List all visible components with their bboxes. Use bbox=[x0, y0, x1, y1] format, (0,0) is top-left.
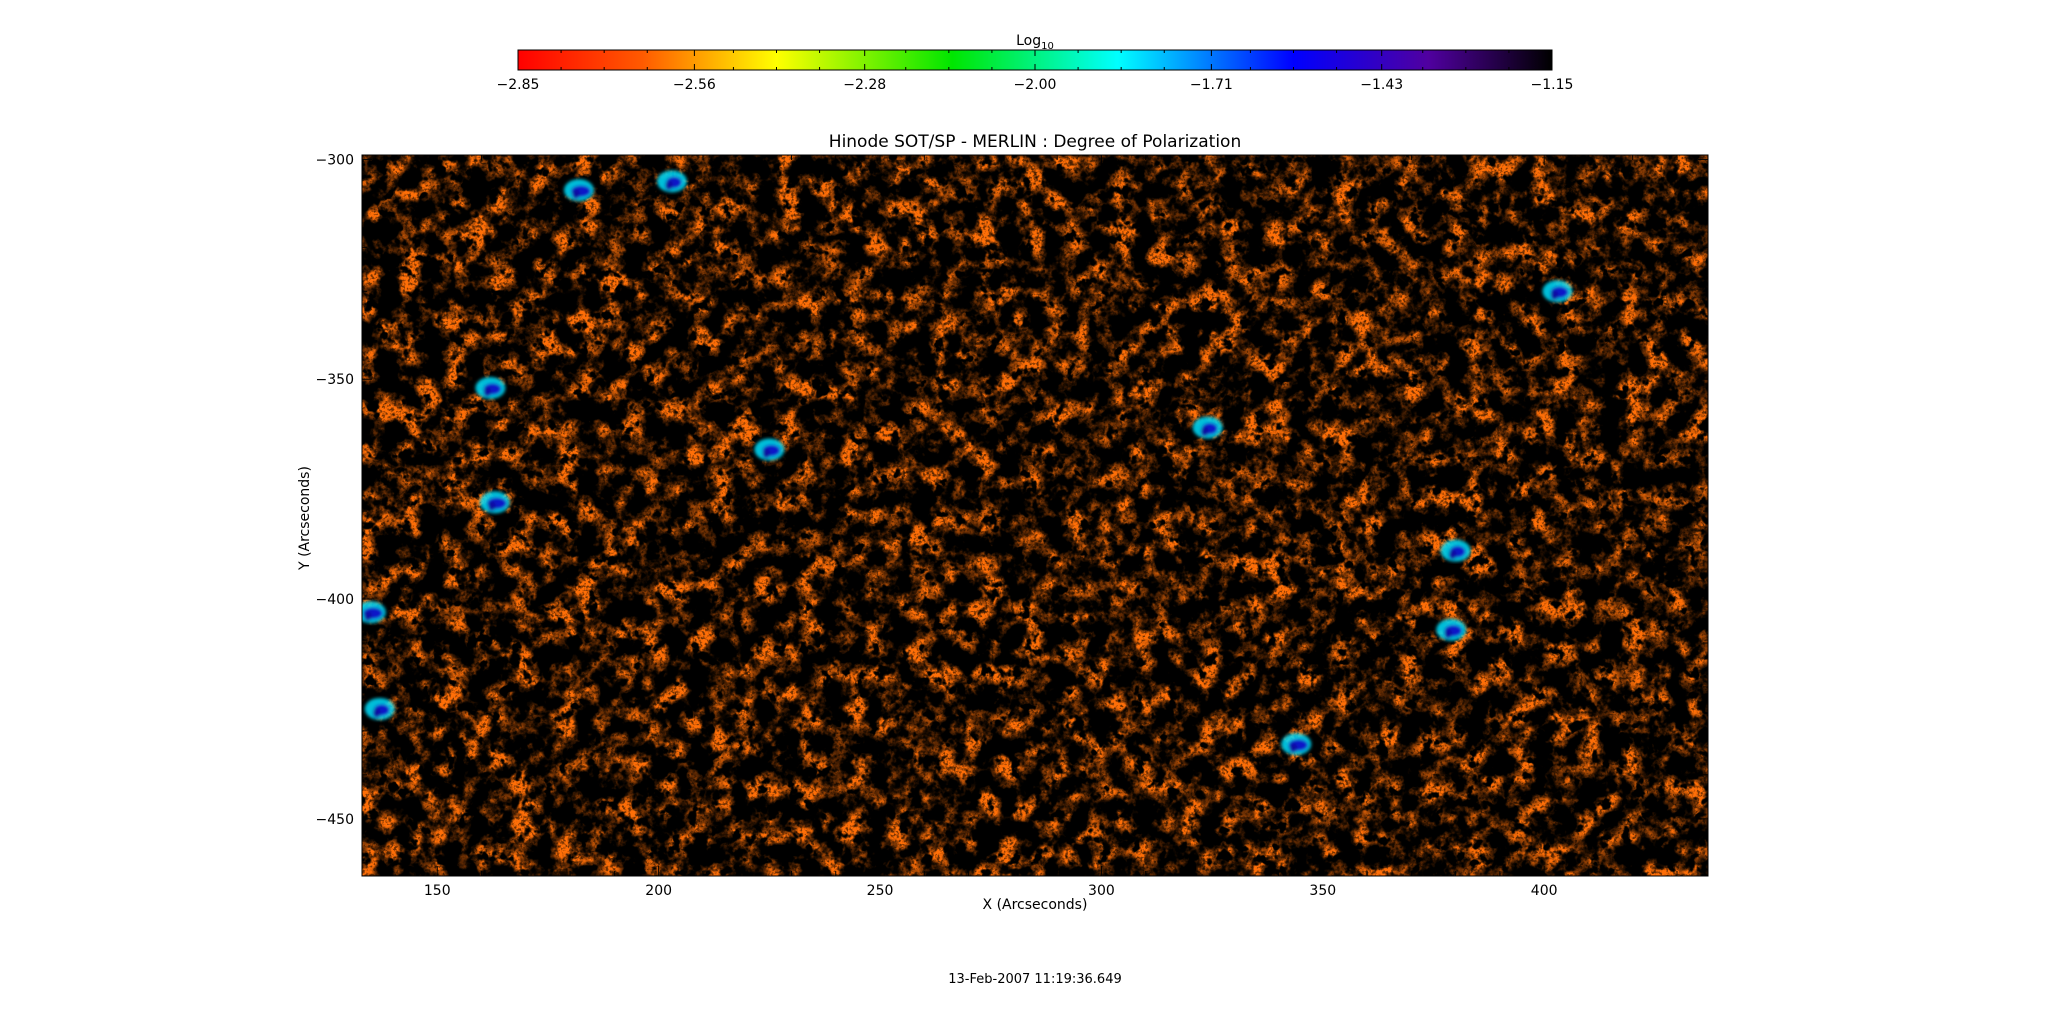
region-patch bbox=[479, 491, 510, 514]
x-tick-label: 200 bbox=[645, 883, 672, 899]
x-axis-label: X (Arcseconds) bbox=[983, 897, 1088, 913]
region-patch bbox=[362, 601, 386, 624]
region-patch bbox=[1440, 539, 1471, 562]
chart-title: Hinode SOT/SP - MERLIN : Degree of Polar… bbox=[829, 132, 1241, 152]
x-tick-label: 400 bbox=[1531, 883, 1558, 899]
region-patch bbox=[1542, 280, 1573, 303]
y-axis-ticks: −300 −350 −400 −450 bbox=[316, 152, 1708, 864]
x-tick-label: 150 bbox=[424, 883, 451, 899]
footer-timestamp: 13-Feb-2007 11:19:36.649 bbox=[948, 972, 1122, 987]
plot-frame bbox=[361, 154, 1709, 877]
region-patch bbox=[1281, 733, 1312, 756]
y-tick-label: −300 bbox=[316, 152, 354, 168]
heatmap-speckle bbox=[362, 155, 1708, 876]
region-patch bbox=[1436, 618, 1467, 641]
region-patch bbox=[563, 179, 594, 202]
region-patch bbox=[754, 438, 785, 461]
x-tick-label: 350 bbox=[1309, 883, 1336, 899]
colorbar-tick-label: −1.15 bbox=[1531, 77, 1574, 93]
high-polarization-regions bbox=[362, 170, 1573, 756]
colorbar-ticks: −2.85 −2.56 −2.28 −2.00 −1.71 −1.43 −1.15 bbox=[497, 50, 1574, 93]
colorbar-tick-label: −2.00 bbox=[1014, 77, 1057, 93]
y-tick-label: −400 bbox=[316, 592, 354, 608]
colorbar-label: Log10 bbox=[1016, 33, 1054, 52]
x-tick-label: 250 bbox=[867, 883, 894, 899]
colorbar-tick-label: −2.28 bbox=[843, 77, 886, 93]
region-patch bbox=[364, 697, 395, 720]
heatmap-image bbox=[362, 155, 1708, 876]
region-patch bbox=[1192, 416, 1223, 439]
region-patch bbox=[475, 377, 506, 400]
plot-area: 150 200 250 300 350 400 −300 −350 −400 −450 bbox=[316, 152, 1709, 899]
y-tick-label: −350 bbox=[316, 372, 354, 388]
colorbar-tick-label: −1.43 bbox=[1360, 77, 1403, 93]
colorbar-tick-label: −2.56 bbox=[673, 77, 716, 93]
region-patch bbox=[656, 170, 687, 193]
colorbar-tick-label: −1.71 bbox=[1190, 77, 1233, 93]
colorbar: Log10 −2.85 −2.56 −2.28 −2.00 −1.71 −1.43 −1.1… bbox=[497, 33, 1574, 93]
x-axis-ticks: 150 200 250 300 350 400 bbox=[392, 155, 1678, 899]
x-tick-label: 300 bbox=[1088, 883, 1115, 899]
y-axis-label: Y (Arcseconds) bbox=[297, 466, 313, 571]
colorbar-tick-label: −2.85 bbox=[497, 77, 540, 93]
y-tick-label: −450 bbox=[316, 812, 354, 828]
